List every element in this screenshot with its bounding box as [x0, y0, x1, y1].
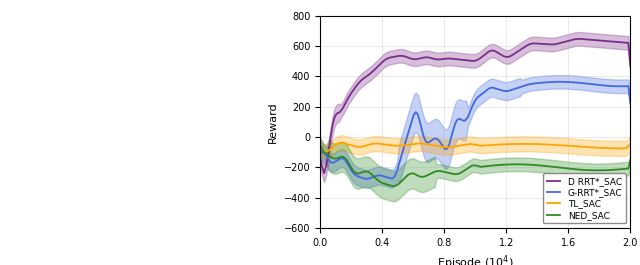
TL_SAC — [321, 151, 328, 154]
TL_SAC — [627, 142, 634, 145]
D RRT*_SAC — [481, 53, 488, 56]
NED_SAC — [627, 159, 634, 162]
D RRT*_SAC — [575, 37, 582, 41]
NED_SAC — [389, 184, 397, 188]
G-RRT*_SAC — [493, 87, 501, 91]
NED_SAC — [493, 164, 501, 167]
X-axis label: Episode (10$^4$): Episode (10$^4$) — [437, 253, 513, 265]
G-RRT*_SAC — [577, 81, 584, 85]
G-RRT*_SAC — [533, 82, 541, 85]
G-RRT*_SAC — [481, 90, 488, 94]
TL_SAC — [495, 143, 503, 146]
TL_SAC — [577, 145, 584, 148]
Line: G-RRT*_SAC: G-RRT*_SAC — [320, 82, 630, 179]
D RRT*_SAC — [420, 56, 428, 59]
NED_SAC — [420, 175, 428, 178]
NED_SAC — [533, 164, 541, 167]
D RRT*_SAC — [493, 51, 501, 54]
NED_SAC — [575, 168, 582, 171]
TL_SAC — [337, 141, 345, 144]
D RRT*_SAC — [441, 57, 449, 60]
TL_SAC — [535, 143, 543, 146]
NED_SAC — [441, 170, 449, 174]
Line: NED_SAC: NED_SAC — [320, 145, 630, 186]
G-RRT*_SAC — [362, 177, 370, 180]
D RRT*_SAC — [627, 65, 634, 68]
NED_SAC — [481, 165, 488, 168]
G-RRT*_SAC — [441, 147, 449, 151]
Legend: D RRT*_SAC, G-RRT*_SAC, TL_SAC, NED_SAC: D RRT*_SAC, G-RRT*_SAC, TL_SAC, NED_SAC — [543, 173, 626, 223]
Line: TL_SAC: TL_SAC — [320, 143, 630, 152]
TL_SAC — [316, 144, 324, 148]
TL_SAC — [444, 146, 451, 149]
TL_SAC — [483, 144, 490, 147]
D RRT*_SAC — [321, 171, 328, 175]
G-RRT*_SAC — [627, 101, 634, 105]
G-RRT*_SAC — [420, 136, 428, 139]
Line: D RRT*_SAC: D RRT*_SAC — [320, 39, 630, 173]
G-RRT*_SAC — [556, 80, 563, 83]
NED_SAC — [316, 143, 324, 146]
G-RRT*_SAC — [316, 145, 324, 149]
D RRT*_SAC — [577, 37, 584, 41]
D RRT*_SAC — [533, 42, 541, 45]
Y-axis label: Reward: Reward — [268, 101, 278, 143]
TL_SAC — [422, 142, 430, 145]
D RRT*_SAC — [316, 155, 324, 158]
